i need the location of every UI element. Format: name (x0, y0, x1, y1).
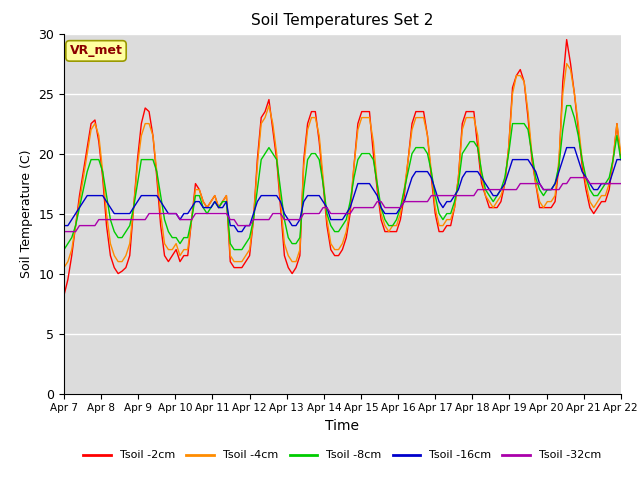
Tsoil -32cm (497, 187, 505, 192)
Legend: Tsoil -2cm, Tsoil -4cm, Tsoil -8cm, Tsoil -16cm, Tsoil -32cm: Tsoil -2cm, Tsoil -4cm, Tsoil -8cm, Tsoi… (79, 446, 606, 465)
Tsoil -4cm (563, 60, 570, 66)
Tsoil -32cm (617, 180, 625, 186)
Tsoil -2cm (87, 120, 95, 126)
Tsoil -32cm (381, 204, 388, 210)
Y-axis label: Soil Temperature (C): Soil Temperature (C) (20, 149, 33, 278)
Tsoil -16cm (60, 223, 68, 228)
Tsoil -32cm (87, 223, 95, 228)
Tsoil -32cm (60, 228, 68, 234)
Tsoil -8cm (64, 240, 72, 247)
Tsoil -8cm (617, 156, 625, 162)
Tsoil -2cm (582, 187, 590, 192)
Tsoil -2cm (497, 199, 505, 204)
Tsoil -4cm (617, 151, 625, 156)
Line: Tsoil -8cm: Tsoil -8cm (64, 106, 621, 250)
Tsoil -8cm (60, 247, 68, 252)
Tsoil -4cm (381, 223, 388, 228)
Line: Tsoil -4cm: Tsoil -4cm (64, 63, 621, 267)
Tsoil -2cm (60, 292, 68, 298)
Tsoil -8cm (497, 187, 505, 192)
Tsoil -8cm (482, 187, 490, 192)
Line: Tsoil -32cm: Tsoil -32cm (64, 178, 621, 231)
Tsoil -32cm (64, 228, 72, 234)
Tsoil -16cm (87, 192, 95, 199)
Tsoil -4cm (64, 259, 72, 264)
Tsoil -16cm (486, 187, 493, 192)
Tsoil -16cm (563, 144, 570, 150)
Tsoil -2cm (563, 36, 570, 42)
Line: Tsoil -16cm: Tsoil -16cm (64, 147, 621, 231)
Tsoil -32cm (582, 175, 590, 180)
Tsoil -32cm (482, 187, 490, 192)
Tsoil -8cm (563, 103, 570, 108)
Tsoil -2cm (482, 192, 490, 199)
Tsoil -2cm (64, 276, 72, 282)
Title: Soil Temperatures Set 2: Soil Temperatures Set 2 (252, 13, 433, 28)
Line: Tsoil -2cm: Tsoil -2cm (64, 39, 621, 295)
Tsoil -16cm (385, 211, 392, 216)
Tsoil -2cm (617, 156, 625, 162)
Tsoil -8cm (582, 175, 590, 180)
Tsoil -4cm (482, 192, 490, 199)
Tsoil -16cm (501, 180, 509, 186)
Tsoil -8cm (87, 156, 95, 162)
Text: VR_met: VR_met (70, 44, 122, 58)
X-axis label: Time: Time (325, 419, 360, 433)
Tsoil -4cm (87, 127, 95, 132)
Tsoil -4cm (582, 180, 590, 186)
Tsoil -2cm (381, 228, 388, 234)
Tsoil -4cm (60, 264, 68, 270)
Tsoil -16cm (617, 156, 625, 162)
Tsoil -4cm (497, 192, 505, 199)
Tsoil -8cm (381, 216, 388, 222)
Tsoil -16cm (586, 180, 594, 186)
Tsoil -32cm (566, 175, 574, 180)
Tsoil -16cm (64, 223, 72, 228)
Tsoil -16cm (234, 228, 242, 234)
